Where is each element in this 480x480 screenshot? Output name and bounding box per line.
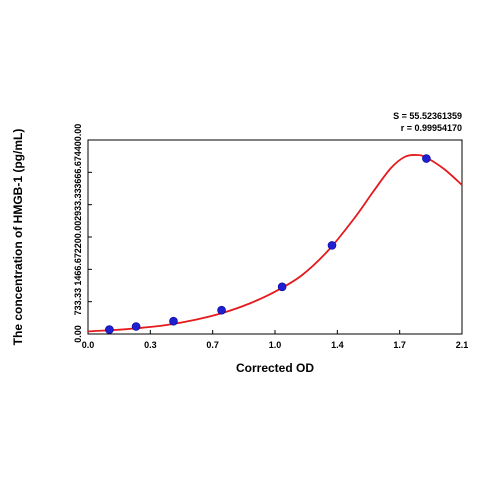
y-axis-title: The concentration of HMGB-1 (pg/mL) <box>11 129 25 346</box>
y-tick-label: 4400.00 <box>73 124 83 157</box>
x-axis-title: Corrected OD <box>236 361 314 375</box>
stat-s: S = 55.52361359 <box>393 111 462 121</box>
data-point <box>131 322 141 331</box>
y-tick-label: 733.33 <box>73 288 83 316</box>
fit-curve <box>87 153 463 333</box>
x-tick-label: 1.4 <box>331 340 344 350</box>
x-tick-label: 0.0 <box>82 340 95 350</box>
x-tick-label: 0.3 <box>144 340 157 350</box>
x-tick-label: 0.7 <box>206 340 219 350</box>
y-axis: 0.00 733.33 1466.672200.002933.333666.6744… <box>73 124 92 343</box>
data-point <box>327 241 337 250</box>
data-point <box>422 154 431 163</box>
y-tick-label: 2933.33 <box>73 188 83 221</box>
y-tick-label: 3666.67 <box>73 156 83 189</box>
x-tick-label: 1.0 <box>269 340 282 350</box>
y-tick-label: 0.00 <box>73 325 83 343</box>
x-axis: 0.0 0.3 0.7 1.0 1.4 1.7 2.1 <box>82 330 469 350</box>
data-point <box>277 282 287 292</box>
x-tick-label: 2.1 <box>456 340 469 350</box>
x-tick-label: 1.7 <box>393 340 406 350</box>
y-tick-label: 1466.67 <box>73 253 83 286</box>
plot-frame <box>87 139 463 335</box>
data-points <box>105 154 431 334</box>
y-tick-label: 2200.00 <box>73 221 83 254</box>
data-point <box>105 325 114 334</box>
data-point <box>169 316 178 326</box>
data-point <box>217 305 226 315</box>
stat-r: r = 0.99954170 <box>401 123 462 133</box>
